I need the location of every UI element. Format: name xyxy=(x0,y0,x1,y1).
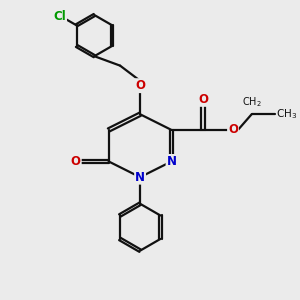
Text: N: N xyxy=(167,155,177,168)
Text: CH$_3$: CH$_3$ xyxy=(276,107,297,121)
Text: N: N xyxy=(135,171,145,184)
Text: O: O xyxy=(228,124,238,136)
Text: CH$_2$: CH$_2$ xyxy=(242,95,262,109)
Text: O: O xyxy=(71,155,81,168)
Text: O: O xyxy=(198,93,208,106)
Text: Cl: Cl xyxy=(53,10,66,23)
Text: O: O xyxy=(135,79,145,92)
